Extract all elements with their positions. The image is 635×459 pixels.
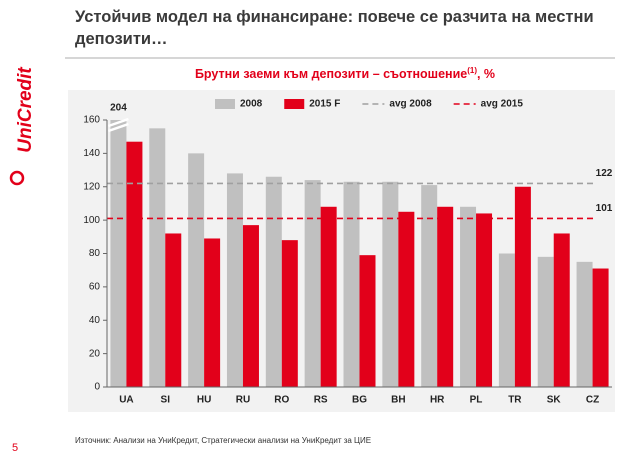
page-number: 5 bbox=[12, 442, 18, 454]
x-tick-label: SK bbox=[547, 395, 562, 406]
bar bbox=[204, 238, 221, 387]
y-tick-label: 120 bbox=[83, 181, 100, 192]
x-tick-label: BG bbox=[352, 395, 367, 406]
logo-mark bbox=[9, 170, 25, 186]
bar bbox=[359, 255, 376, 387]
y-tick-label: 20 bbox=[89, 348, 101, 359]
y-tick-label: 40 bbox=[89, 315, 101, 326]
reference-label: 101 bbox=[596, 203, 613, 214]
x-tick-label: UA bbox=[119, 395, 133, 406]
bar bbox=[514, 186, 531, 387]
bar bbox=[126, 141, 143, 387]
bar bbox=[498, 253, 515, 387]
bar bbox=[382, 181, 399, 387]
x-tick-label: TR bbox=[508, 395, 522, 406]
x-tick-label: PL bbox=[470, 395, 483, 406]
bar bbox=[537, 256, 554, 387]
source: Източник: Анализи на УниКредит, Стратеги… bbox=[75, 436, 371, 445]
bar bbox=[165, 233, 182, 387]
bar-value-label: 204 bbox=[110, 103, 127, 114]
chart-title: Устойчив модел на финансиране: повече се… bbox=[75, 8, 594, 48]
bar bbox=[149, 128, 166, 387]
bar bbox=[460, 206, 477, 387]
x-tick-label: HU bbox=[197, 395, 211, 406]
y-tick-label: 60 bbox=[89, 282, 101, 293]
y-tick-label: 140 bbox=[83, 148, 100, 159]
bar bbox=[265, 176, 282, 387]
x-tick-label: CZ bbox=[586, 395, 599, 406]
legend-swatch bbox=[284, 99, 305, 109]
x-tick-label: RS bbox=[314, 395, 328, 406]
bar bbox=[592, 268, 609, 387]
bar bbox=[304, 180, 321, 387]
legend-swatch bbox=[215, 99, 235, 109]
x-tick-label: HR bbox=[430, 395, 445, 406]
x-tick-label: SI bbox=[161, 395, 171, 406]
chart-subtitle: Брутни заеми към депозити – съотношение(… bbox=[195, 66, 495, 81]
legend-label: avg 2008 bbox=[389, 99, 432, 110]
bar bbox=[110, 120, 127, 387]
y-tick-label: 0 bbox=[94, 382, 100, 393]
bar bbox=[553, 233, 570, 387]
x-tick-label: RU bbox=[236, 395, 250, 406]
reference-label: 122 bbox=[596, 168, 613, 179]
bar bbox=[242, 225, 259, 387]
bar bbox=[437, 206, 454, 387]
logo: UniCredit bbox=[15, 67, 36, 153]
legend-label: 2008 bbox=[240, 99, 263, 110]
bar bbox=[320, 206, 337, 387]
bar bbox=[188, 153, 205, 387]
bar bbox=[476, 213, 493, 387]
bar bbox=[281, 240, 298, 387]
legend-label: 2015 F bbox=[309, 99, 340, 110]
y-tick-label: 100 bbox=[83, 215, 100, 226]
bar bbox=[576, 261, 593, 387]
x-tick-label: BH bbox=[391, 395, 405, 406]
bar bbox=[226, 173, 243, 387]
bar bbox=[343, 181, 360, 387]
y-tick-label: 80 bbox=[89, 248, 101, 259]
bar bbox=[421, 185, 438, 387]
x-tick-label: RO bbox=[274, 395, 289, 406]
bar bbox=[398, 211, 415, 387]
plot bbox=[110, 120, 609, 387]
legend-label: avg 2015 bbox=[481, 99, 524, 110]
y-tick-label: 160 bbox=[83, 115, 100, 126]
axis-break bbox=[108, 117, 129, 133]
